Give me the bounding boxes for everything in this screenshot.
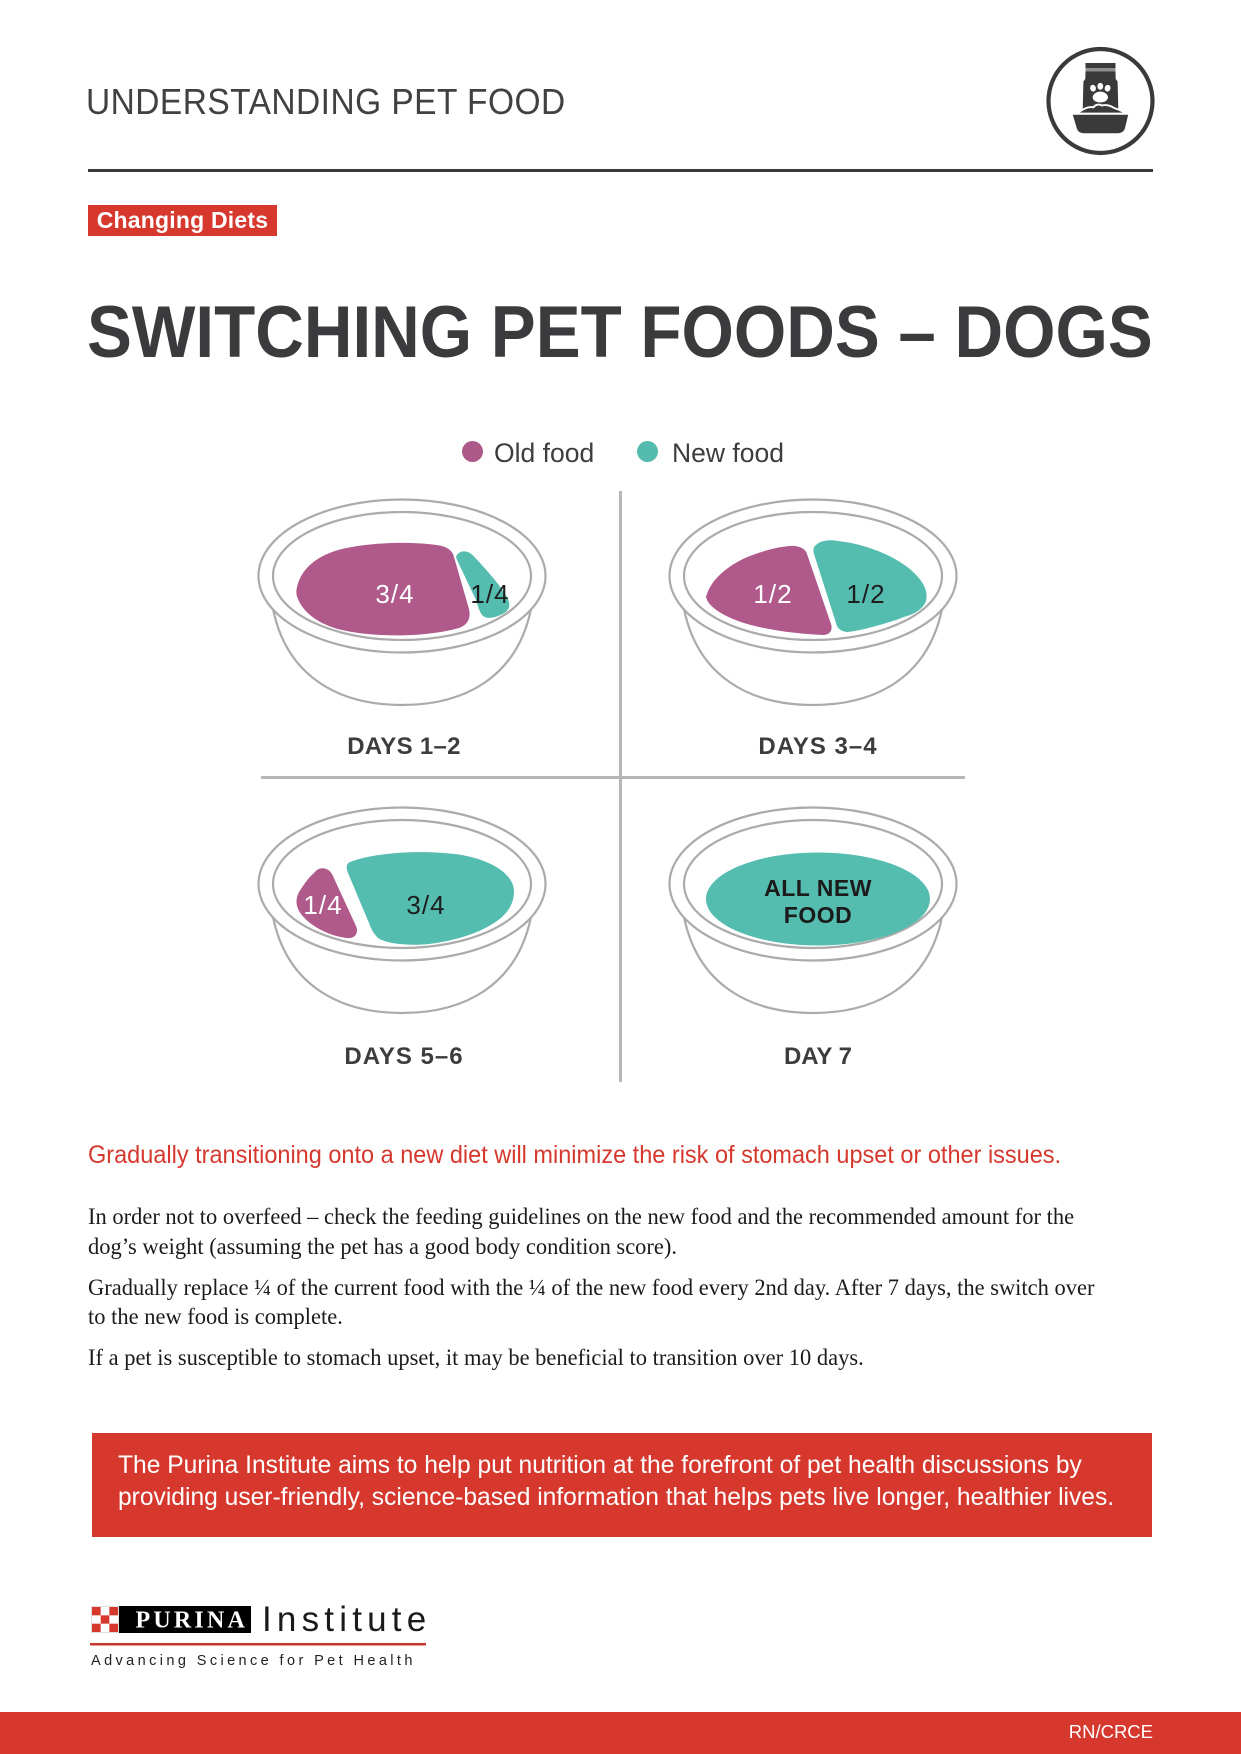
svg-text:Institute: Institute [262, 1605, 430, 1639]
svg-text:3/4: 3/4 [406, 890, 445, 920]
svg-text:ALL NEW: ALL NEW [764, 875, 872, 901]
svg-text:1/4: 1/4 [303, 890, 342, 920]
svg-text:PURINA: PURINA [136, 1608, 249, 1634]
svg-text:1/2: 1/2 [846, 579, 885, 609]
svg-text:1/2: 1/2 [753, 579, 792, 609]
svg-text:1/4: 1/4 [470, 579, 509, 609]
svg-text:FOOD: FOOD [784, 902, 852, 928]
svg-text:3/4: 3/4 [375, 579, 414, 609]
svg-text:Advancing Science for Pet Heal: Advancing Science for Pet Health [91, 1653, 416, 1669]
